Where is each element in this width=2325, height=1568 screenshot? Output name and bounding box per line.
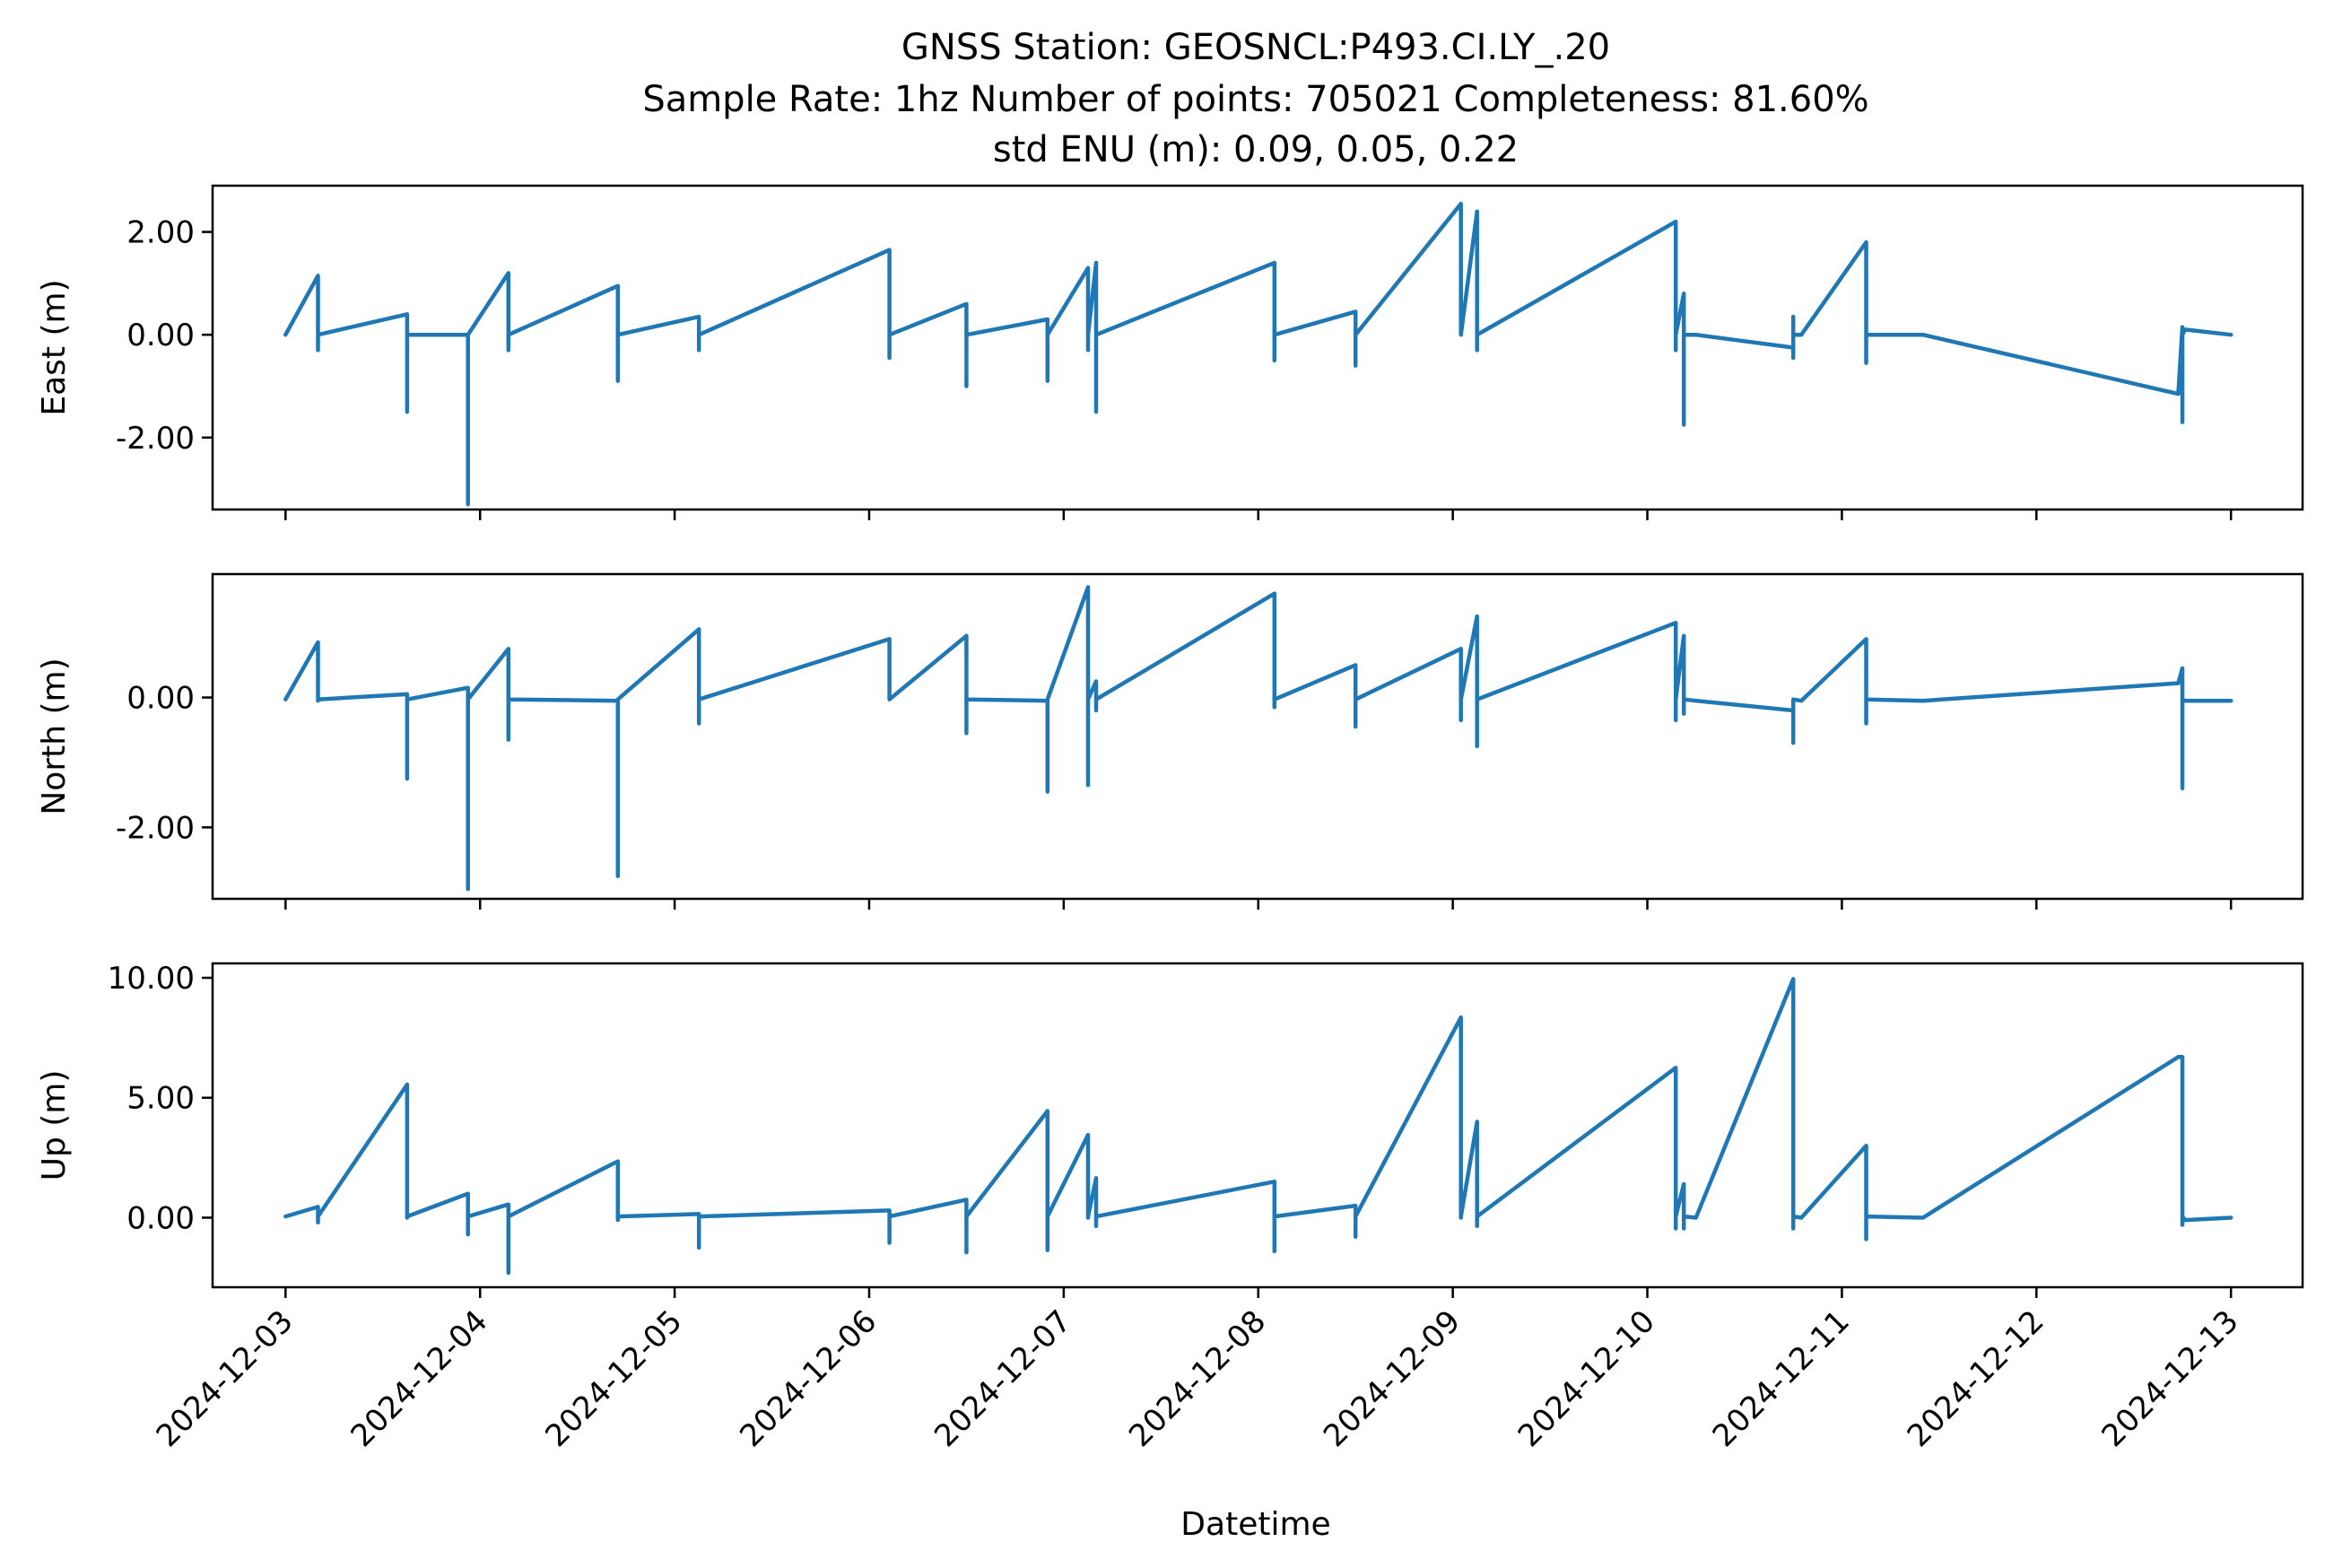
up-series-line <box>283 977 2234 1276</box>
east-panel: 2.00 0.00 -2.00 East (m) <box>36 184 2304 520</box>
x-tick-label: 2024-12-10 <box>1511 1303 1662 1454</box>
up-y-tick-label: 10.00 <box>108 961 195 997</box>
x-tick-label: 2024-12-07 <box>927 1303 1078 1454</box>
up-axes-frame <box>211 962 2304 1289</box>
x-tick-label: 2024-12-03 <box>150 1303 300 1454</box>
east-series-line <box>283 201 2234 507</box>
north-y-tick-label: 0.00 <box>126 681 195 717</box>
figure-title: GNSS Station: GEOSNCL:P493.CI.LY_.20 <box>901 27 1610 68</box>
figure-subtitle-sampling: Sample Rate: 1hz Number of points: 70502… <box>642 79 1868 120</box>
up-y-axis-label: Up (m) <box>36 1070 73 1181</box>
x-axis-label: Datetime <box>1180 1506 1330 1543</box>
north-y-tick-label: -2.00 <box>116 810 195 846</box>
x-tick-label: 2024-12-11 <box>1706 1303 1857 1454</box>
north-axes-frame <box>211 572 2304 901</box>
x-tick-label: 2024-12-12 <box>1901 1303 2051 1454</box>
x-tick-label: 2024-12-04 <box>344 1303 495 1454</box>
up-y-tick-label: 5.00 <box>126 1081 195 1117</box>
up-y-tick-label: 0.00 <box>126 1200 195 1236</box>
x-tick-labels: 2024-12-03 2024-12-04 2024-12-05 2024-12-06… <box>150 1303 2246 1454</box>
figure-subtitle-std: std ENU (m): 0.09, 0.05, 0.22 <box>993 129 1519 170</box>
x-tick-label: 2024-12-08 <box>1122 1303 1273 1454</box>
north-panel: 0.00 -2.00 North (m) <box>36 572 2304 910</box>
up-panel: 10.00 5.00 0.00 Up (m) <box>36 961 2304 1298</box>
x-tick-label: 2024-12-05 <box>538 1303 689 1454</box>
east-y-tick-label: 2.00 <box>126 215 195 251</box>
east-y-tick-label: -2.00 <box>116 421 195 457</box>
east-y-axis-label: East (m) <box>36 279 73 415</box>
x-tick-label: 2024-12-09 <box>1317 1303 1467 1454</box>
x-tick-label: 2024-12-13 <box>2095 1303 2246 1454</box>
east-axes-frame <box>211 184 2304 511</box>
north-y-axis-label: North (m) <box>36 658 73 814</box>
north-series-line <box>283 585 2234 892</box>
x-tick-label: 2024-12-06 <box>733 1303 884 1454</box>
east-y-tick-label: 0.00 <box>126 318 195 353</box>
